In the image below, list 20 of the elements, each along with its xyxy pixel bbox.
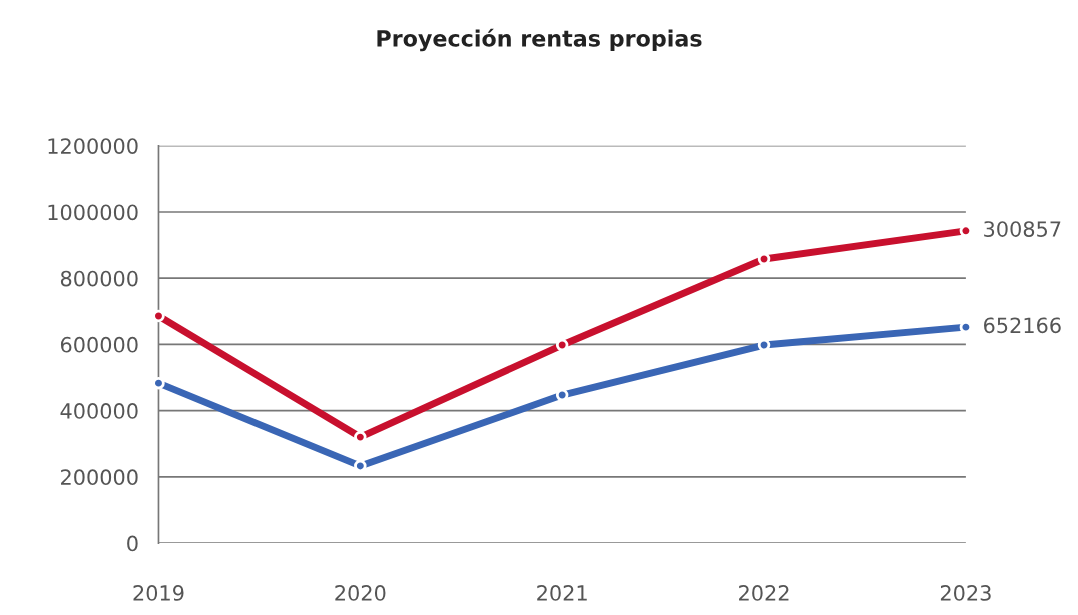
point [152, 309, 165, 323]
y-tick-label: 200000 [61, 469, 138, 486]
y-tick-label: 0 [127, 535, 138, 552]
point [555, 388, 569, 402]
point [757, 252, 771, 266]
x-tick-label: 2022 [739, 585, 789, 601]
y-tick-label: 400000 [60, 403, 138, 419]
x-tick-label: 2019 [133, 585, 184, 601]
y-tick-label: 1200000 [48, 138, 138, 154]
point [152, 376, 165, 390]
point [555, 338, 569, 352]
chart-title: Proyección rentas propias [377, 28, 702, 52]
x-tick-label: 2020 [335, 585, 386, 601]
x-tick-label: 2021 [537, 585, 587, 601]
annotation: 300857 [984, 221, 1061, 237]
x-tick-label: 2023 [940, 585, 991, 601]
y-tick-label: 600000 [60, 336, 138, 353]
y-tick-label: 800000 [60, 270, 138, 287]
y-tick-label: 1000000 [48, 204, 138, 221]
data-label: 652166 [984, 317, 1061, 334]
